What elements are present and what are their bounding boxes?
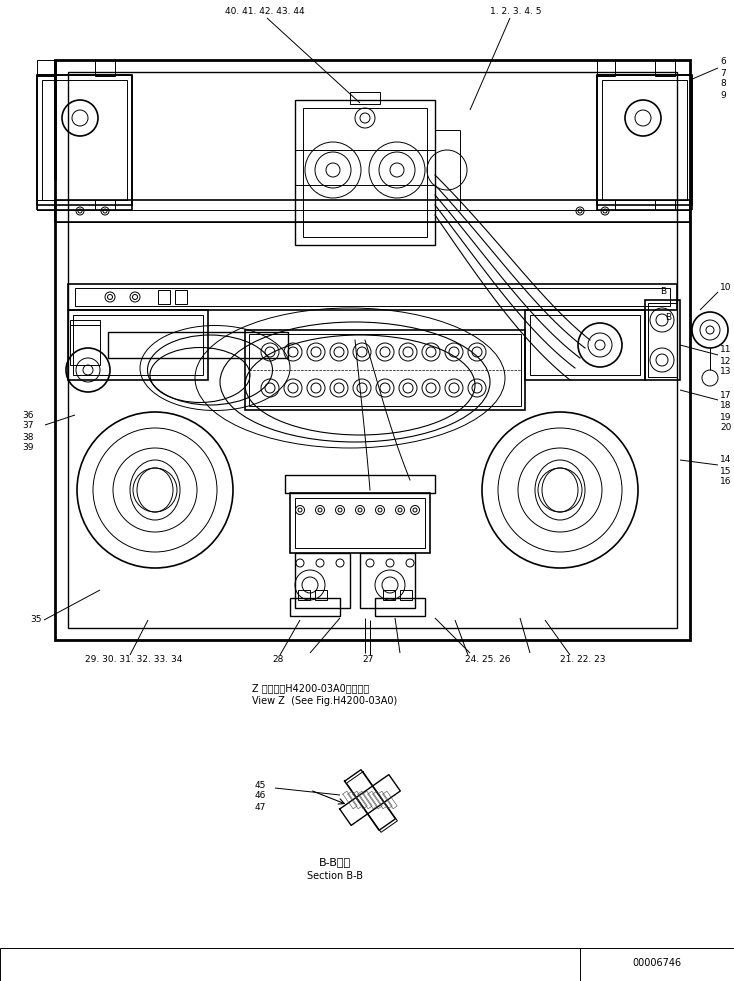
Text: 6: 6 — [720, 58, 726, 67]
Bar — [645, 300, 680, 380]
Text: 19: 19 — [720, 412, 732, 422]
Text: 28: 28 — [272, 655, 283, 664]
Bar — [648, 303, 677, 377]
Bar — [295, 498, 425, 548]
Bar — [108, 332, 288, 358]
Text: 16: 16 — [720, 478, 732, 487]
Bar — [375, 598, 425, 616]
Bar — [597, 75, 692, 205]
Bar — [290, 598, 340, 616]
Text: B-B断面: B-B断面 — [319, 857, 351, 867]
Text: B: B — [665, 314, 671, 323]
Text: 37: 37 — [22, 422, 34, 431]
Text: 45: 45 — [255, 781, 266, 790]
Text: Section B-B: Section B-B — [307, 871, 363, 881]
Bar — [95, 200, 115, 210]
Bar — [37, 60, 55, 76]
Text: 36: 36 — [22, 410, 34, 420]
Bar — [295, 100, 435, 245]
Bar — [249, 334, 521, 406]
Bar — [68, 72, 677, 628]
Text: 17: 17 — [720, 390, 732, 399]
Bar — [95, 60, 115, 76]
Bar — [303, 108, 427, 237]
Bar — [360, 553, 415, 608]
Text: 13: 13 — [720, 368, 732, 377]
Text: 9: 9 — [720, 90, 726, 99]
Bar — [37, 200, 55, 210]
Text: 46: 46 — [255, 792, 266, 800]
Bar — [383, 590, 395, 600]
Text: 29. 30. 31. 32. 33. 34: 29. 30. 31. 32. 33. 34 — [85, 655, 182, 664]
Bar — [0, 948, 734, 981]
Text: 10: 10 — [720, 284, 732, 292]
Bar — [55, 200, 690, 222]
Bar — [73, 315, 203, 375]
Text: B: B — [660, 287, 666, 296]
Bar — [68, 284, 677, 310]
Bar — [315, 590, 327, 600]
Text: 39: 39 — [22, 443, 34, 452]
Bar — [75, 288, 670, 306]
Bar — [42, 80, 127, 200]
Text: 24. 25. 26: 24. 25. 26 — [465, 655, 511, 664]
Text: 1. 2. 3. 4. 5: 1. 2. 3. 4. 5 — [490, 8, 542, 17]
Text: Z 　視（第H4200-03A0図参照）: Z 視（第H4200-03A0図参照） — [252, 683, 369, 693]
Text: 7: 7 — [720, 69, 726, 77]
Bar — [175, 290, 187, 304]
Bar — [400, 590, 412, 600]
Bar — [37, 75, 132, 205]
Text: 38: 38 — [22, 433, 34, 441]
Bar — [295, 553, 350, 608]
Text: 20: 20 — [720, 424, 731, 433]
Bar — [655, 60, 675, 76]
Text: 47: 47 — [255, 802, 266, 811]
Bar — [602, 80, 687, 200]
Text: 15: 15 — [720, 467, 732, 476]
Bar — [70, 320, 100, 325]
Text: 11: 11 — [720, 345, 732, 354]
Bar — [350, 92, 380, 104]
Bar — [597, 200, 615, 210]
Bar — [158, 290, 170, 304]
Bar — [70, 325, 100, 365]
Bar — [55, 210, 690, 222]
Text: 27: 27 — [363, 655, 374, 664]
Text: 18: 18 — [720, 401, 732, 410]
Text: 8: 8 — [720, 79, 726, 88]
Bar — [525, 310, 645, 380]
Text: 00006746: 00006746 — [633, 958, 682, 968]
Bar — [530, 315, 640, 375]
Text: 14: 14 — [720, 455, 731, 464]
Bar — [245, 330, 525, 410]
Bar — [285, 475, 435, 493]
Bar — [298, 590, 310, 600]
Text: 12: 12 — [720, 356, 731, 366]
Bar — [68, 310, 208, 380]
Bar — [655, 200, 675, 210]
Text: 21. 22. 23: 21. 22. 23 — [560, 655, 606, 664]
Text: 35: 35 — [30, 615, 42, 625]
Bar — [290, 493, 430, 553]
Bar — [597, 60, 615, 76]
Text: View Z  (See Fig.H4200-03A0): View Z (See Fig.H4200-03A0) — [252, 696, 397, 706]
Text: 40. 41. 42. 43. 44: 40. 41. 42. 43. 44 — [225, 8, 305, 17]
Bar — [55, 60, 690, 640]
